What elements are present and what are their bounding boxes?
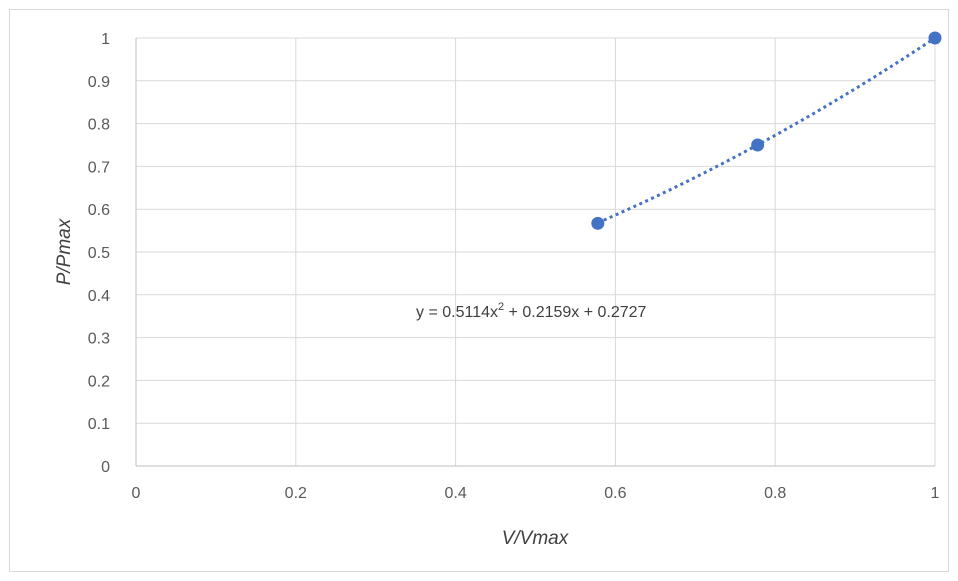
y-tick-label: 0.1 — [88, 416, 110, 433]
data-point — [751, 138, 765, 152]
x-tick-label: 0.8 — [764, 485, 786, 502]
y-tick-label: 0.5 — [88, 245, 110, 262]
y-tick-label: 0 — [101, 459, 110, 476]
axes — [135, 38, 935, 467]
y-tick-label: 0.3 — [88, 331, 110, 348]
x-tick-label: 1 — [931, 485, 940, 502]
y-tick-label: 0.6 — [88, 202, 110, 219]
y-tick-label: 0.8 — [88, 117, 110, 134]
gridlines — [136, 37, 936, 466]
trendline-equation: y = 0.5114x2 + 0.2159x + 0.2727 — [416, 301, 647, 321]
y-axis-title: P/Pmax — [54, 217, 75, 285]
y-tick-label: 0.2 — [88, 373, 110, 390]
tick-labels: 0 0.2 0.4 0.6 0.8 1 0 0.1 0.2 0.3 0.4 0.5 0.6 0.7 0.8 0… — [88, 31, 940, 502]
data-point — [928, 31, 942, 45]
x-axis-title: V/Vmax — [502, 528, 570, 549]
y-tick-label: 0.9 — [88, 74, 110, 91]
chart-frame — [9, 9, 949, 572]
x-tick-label: 0.6 — [604, 485, 626, 502]
trendline — [597, 36, 936, 225]
data-point — [591, 216, 605, 230]
y-tick-label: 1 — [101, 31, 110, 48]
x-tick-label: 0 — [132, 485, 141, 502]
y-tick-label: 0.4 — [88, 288, 110, 305]
x-tick-label: 0.4 — [444, 485, 466, 502]
data-points — [591, 31, 942, 230]
x-tick-label: 0.2 — [285, 485, 307, 502]
y-tick-label: 0.7 — [88, 159, 110, 176]
